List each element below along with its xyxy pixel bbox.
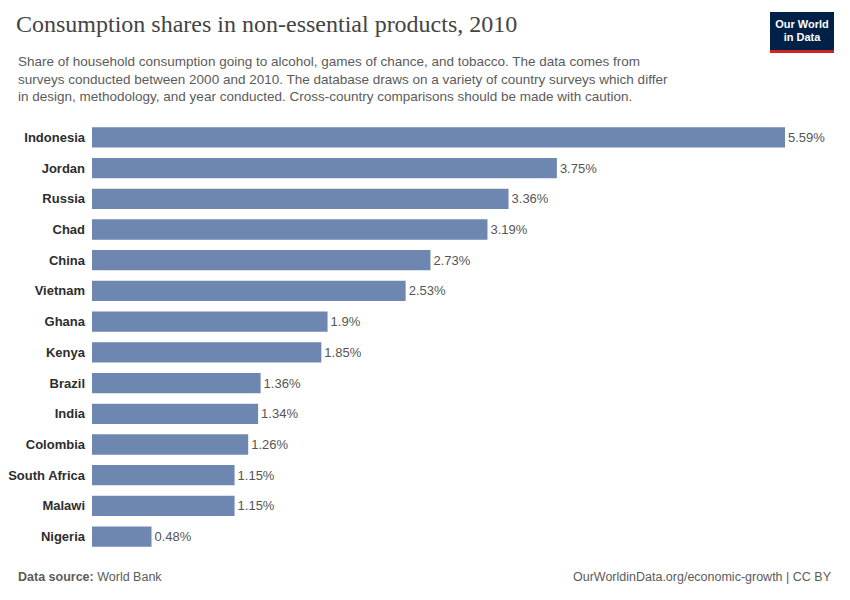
svg-text:Data source: World Bank: Data source: World Bank	[18, 570, 162, 584]
svg-text:Consumption shares in non-esse: Consumption shares in non-essential prod…	[16, 11, 517, 37]
svg-text:Chad: Chad	[53, 222, 86, 237]
svg-text:1.9%: 1.9%	[331, 314, 361, 329]
svg-text:5.59%: 5.59%	[788, 130, 825, 145]
svg-text:Vietnam: Vietnam	[35, 283, 85, 298]
svg-text:1.15%: 1.15%	[238, 468, 275, 483]
svg-text:1.36%: 1.36%	[264, 376, 301, 391]
svg-text:South Africa: South Africa	[8, 468, 86, 483]
svg-text:Jordan: Jordan	[42, 161, 85, 176]
svg-text:China: China	[49, 253, 86, 268]
svg-text:3.19%: 3.19%	[490, 222, 527, 237]
svg-text:1.15%: 1.15%	[238, 498, 275, 513]
svg-text:Russia: Russia	[42, 191, 85, 206]
svg-text:2.53%: 2.53%	[409, 283, 446, 298]
svg-text:OurWorldinData.org/economic-gr: OurWorldinData.org/economic-growth | CC …	[573, 570, 832, 584]
svg-text:1.85%: 1.85%	[324, 345, 361, 360]
svg-text:2.73%: 2.73%	[433, 253, 470, 268]
svg-text:1.34%: 1.34%	[261, 406, 298, 421]
svg-text:0.48%: 0.48%	[155, 529, 192, 544]
svg-text:Indonesia: Indonesia	[24, 130, 85, 145]
svg-text:Colombia: Colombia	[26, 437, 86, 452]
svg-text:India: India	[55, 406, 86, 421]
svg-text:Kenya: Kenya	[46, 345, 86, 360]
svg-text:Brazil: Brazil	[50, 376, 85, 391]
svg-text:3.75%: 3.75%	[560, 161, 597, 176]
svg-text:Share of household consumption: Share of household consumption going to …	[18, 54, 668, 104]
svg-text:1.26%: 1.26%	[251, 437, 288, 452]
svg-text:Malawi: Malawi	[42, 498, 85, 513]
svg-text:Nigeria: Nigeria	[41, 529, 86, 544]
svg-text:Ghana: Ghana	[45, 314, 86, 329]
svg-text:3.36%: 3.36%	[512, 191, 549, 206]
